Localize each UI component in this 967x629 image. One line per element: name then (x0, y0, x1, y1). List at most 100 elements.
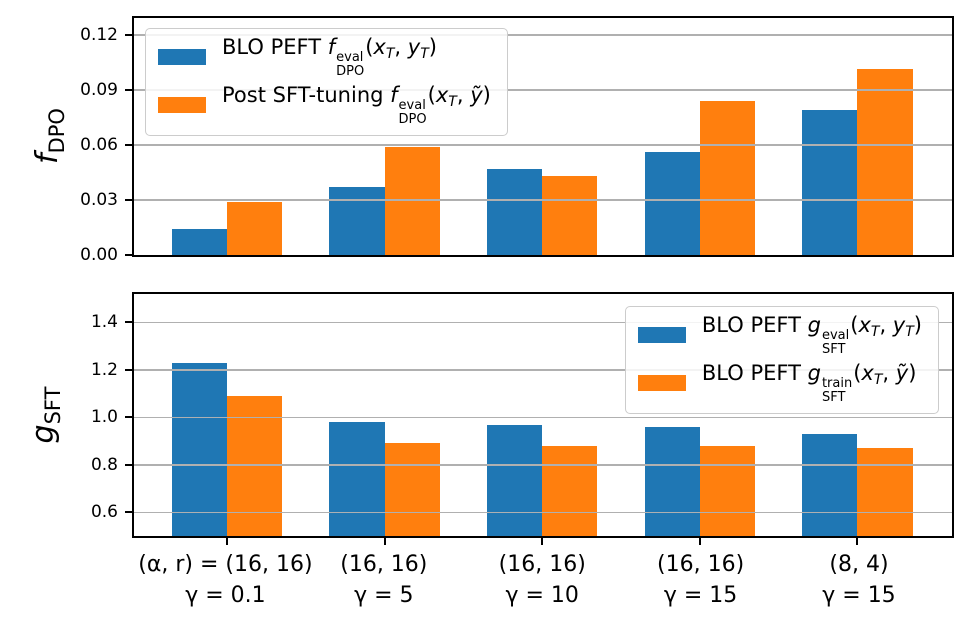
ylabel-subscript: DPO (45, 108, 69, 154)
bar (644, 426, 700, 536)
legend-text: ( (850, 312, 859, 337)
legend-math-arg: yT (892, 312, 914, 340)
legend-text: Post SFT-tuning (222, 82, 391, 107)
legend: BLO PEFT f eval DPO (xT, yT) Post SFT-tuning… (145, 28, 508, 136)
y-tick-mark (125, 368, 132, 371)
fdpo-axes: 0.00 0.03 0.06 0.09 0.12 BLO PEFT f eval DPO (xT… (80, 16, 954, 265)
gridline (134, 369, 952, 371)
y-tick-label: 0.06 (80, 134, 118, 155)
y-tick-label: 0.6 (90, 502, 118, 523)
bar (857, 69, 913, 255)
bar (171, 362, 227, 536)
legend-swatch (637, 327, 686, 343)
x-axis-labels: (α, r) = (16, 16) γ = 0.1 (16, 16) γ = 5 (16… (132, 549, 954, 621)
x-tick-mark (383, 538, 386, 545)
legend-text: ( (853, 360, 862, 385)
legend-math-arg: ỹ (895, 360, 909, 385)
x-tick-label-line2: γ = 0.1 (185, 583, 266, 608)
x-tick-label-line1: (8, 4) (829, 552, 889, 577)
bar (857, 448, 913, 536)
legend: BLO PEFT g eval SFT (xT, yT) BLO PEFT g train… (624, 306, 939, 414)
gridline (134, 89, 952, 91)
gridline (134, 199, 952, 201)
x-tick-label-line2: γ = 15 (663, 583, 738, 608)
legend-text: ( (365, 34, 374, 59)
bar (384, 443, 440, 536)
gridline (134, 321, 952, 324)
x-tick-mark (698, 538, 701, 545)
legend-math-arg: ỹ (470, 82, 483, 107)
legend-text: ) (482, 82, 491, 107)
legend-text: ( (427, 82, 436, 107)
x-tick-mark (225, 538, 228, 545)
legend-label: BLO PEFT f eval DPO (xT, yT) (222, 35, 437, 79)
legend-label: BLO PEFT g eval SFT (xT, yT) (702, 313, 922, 357)
bar (487, 168, 543, 255)
y-tick-label: 0.09 (80, 79, 118, 100)
legend-swatch (158, 97, 206, 113)
x-tick-mark (541, 538, 544, 545)
x-tick-label-line1: (16, 16) (498, 552, 586, 577)
legend-swatch (637, 375, 686, 391)
legend-label: BLO PEFT g train SFT (xT, ỹ) (702, 361, 917, 405)
legend-math-arg: xT (373, 34, 395, 62)
legend-math-symbol: g (807, 312, 821, 337)
bar (171, 229, 227, 255)
legend-text: BLO PEFT (701, 360, 808, 385)
y-tick-mark (125, 254, 132, 256)
x-tick-label-line2: γ = 10 (505, 583, 579, 608)
legend-math-symbol: g (807, 360, 821, 385)
y-tick-label: 1.2 (90, 359, 118, 380)
legend-supsub: eval DPO (398, 97, 427, 127)
legend-text: BLO PEFT (222, 34, 328, 59)
x-tick-label-line1: (α, r) = (16, 16) (138, 552, 313, 577)
legend-text: ) (908, 360, 917, 385)
bar (802, 109, 858, 255)
x-tick-label: (16, 16) γ = 15 (657, 549, 744, 611)
bar (329, 187, 385, 255)
legend-text: ) (913, 312, 922, 337)
gsft-axes: 0.6 0.8 1.0 1.2 1.4 BLO PEFT g eval SFT (xT, yT)… (91, 292, 954, 545)
bar (644, 152, 700, 255)
y-tick-label: 0.00 (80, 245, 118, 265)
ylabel-subscript: SFT (41, 386, 65, 425)
bar (699, 445, 755, 536)
y-tick-label: 0.12 (80, 24, 118, 45)
y-tick-mark (125, 463, 132, 466)
x-tick-label: (α, r) = (16, 16) γ = 0.1 (138, 549, 312, 611)
bar (802, 433, 858, 536)
y-axis-label-gsft: gSFT (26, 387, 65, 444)
legend-text: ) (428, 34, 437, 59)
ylabel-symbol: f (30, 153, 65, 164)
y-tick-mark (125, 88, 132, 91)
legend-row: Post SFT-tuning f eval DPO (xT, ỹ) (158, 83, 491, 127)
x-tick-label: (8, 4) γ = 15 (822, 549, 895, 611)
ylabel-symbol: g (26, 424, 61, 444)
y-tick-mark (125, 33, 132, 36)
x-tick-label-line1: (16, 16) (340, 552, 428, 577)
legend-supsub: eval DPO (336, 49, 365, 79)
y-tick-mark (125, 198, 132, 201)
gridline (134, 416, 952, 419)
legend-text: , (456, 82, 471, 107)
y-tick-label: 0.8 (90, 454, 118, 475)
legend-math-arg: xT (435, 82, 457, 110)
legend-label: Post SFT-tuning f eval DPO (xT, ỹ) (222, 83, 491, 127)
legend-row: BLO PEFT g train SFT (xT, ỹ) (637, 361, 922, 405)
legend-math-arg: yT (407, 34, 429, 62)
legend-text: , (879, 312, 893, 337)
legend-text: BLO PEFT (701, 312, 808, 337)
legend-row: BLO PEFT f eval DPO (xT, yT) (158, 35, 491, 79)
y-tick-label: 1.0 (90, 407, 118, 428)
x-tick-label: (16, 16) γ = 5 (340, 549, 427, 611)
x-tick-label-line2: γ = 5 (354, 583, 414, 608)
x-tick-label: (16, 16) γ = 10 (499, 549, 586, 611)
gridline (134, 464, 952, 466)
bar (542, 445, 598, 536)
legend-math-symbol: f (327, 34, 336, 59)
legend-text: , (882, 360, 896, 385)
legend-supsub: eval SFT (821, 327, 850, 357)
y-tick-mark (125, 416, 132, 419)
gridline (134, 34, 952, 36)
legend-math-arg: xT (861, 360, 883, 388)
